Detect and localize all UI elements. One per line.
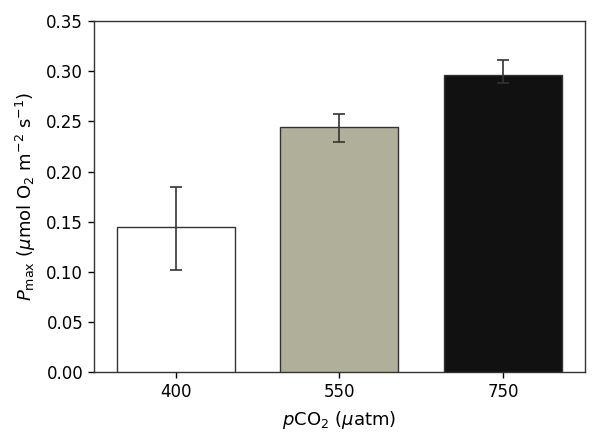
Bar (280, 127, 398, 372)
Y-axis label: $P_{\mathrm{max}}$ ($\mu$mol O$_2$ m$^{-2}$ s$^{-1}$): $P_{\mathrm{max}}$ ($\mu$mol O$_2$ m$^{-… (14, 92, 38, 301)
X-axis label: $p$CO$_2$ ($\mu$atm): $p$CO$_2$ ($\mu$atm) (282, 409, 397, 431)
Bar (117, 227, 235, 372)
Bar (444, 75, 562, 372)
